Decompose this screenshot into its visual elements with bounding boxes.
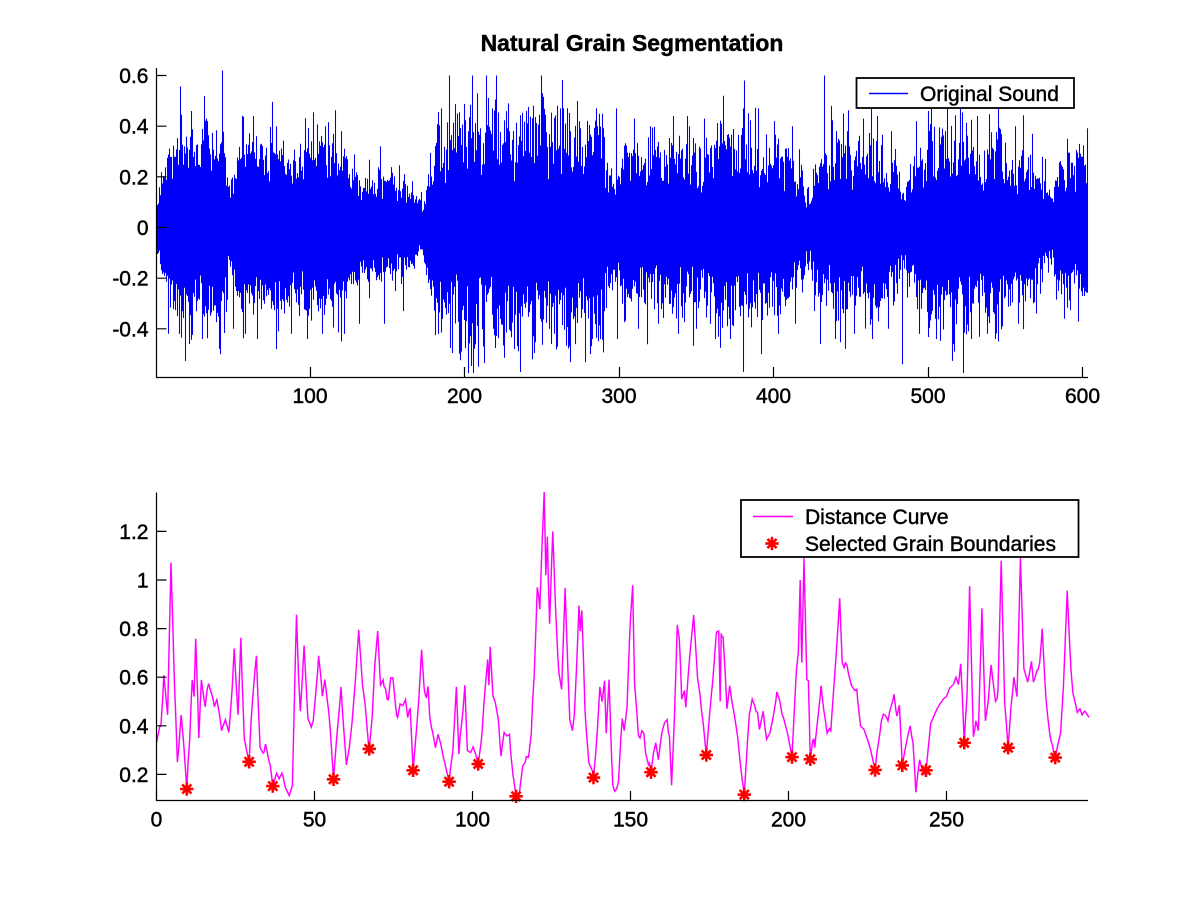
svg-text:Natural Grain Segmentation: Natural Grain Segmentation — [481, 30, 784, 56]
svg-text:250: 250 — [929, 809, 964, 832]
svg-text:0.4: 0.4 — [119, 116, 149, 139]
svg-text:150: 150 — [613, 809, 648, 832]
svg-text:200: 200 — [447, 385, 482, 408]
svg-text:-0.4: -0.4 — [112, 318, 149, 341]
svg-text:50: 50 — [303, 809, 326, 832]
svg-text:0.8: 0.8 — [119, 618, 148, 641]
svg-text:0.6: 0.6 — [119, 667, 148, 690]
svg-text:200: 200 — [771, 809, 806, 832]
svg-text:0.2: 0.2 — [119, 166, 148, 189]
svg-text:1: 1 — [137, 570, 149, 593]
svg-text:0.2: 0.2 — [119, 764, 148, 787]
svg-text:Original Sound: Original Sound — [920, 83, 1059, 106]
svg-text:100: 100 — [455, 809, 490, 832]
svg-text:600: 600 — [1065, 385, 1100, 408]
svg-text:-0.2: -0.2 — [112, 268, 148, 291]
svg-text:0.6: 0.6 — [119, 65, 148, 88]
svg-text:1.2: 1.2 — [119, 521, 148, 544]
svg-text:0: 0 — [137, 217, 149, 240]
svg-text:0: 0 — [151, 809, 163, 832]
svg-text:400: 400 — [756, 385, 791, 408]
svg-text:500: 500 — [910, 385, 945, 408]
svg-text:Distance Curve: Distance Curve — [805, 506, 949, 529]
svg-text:100: 100 — [292, 385, 327, 408]
svg-text:300: 300 — [601, 385, 636, 408]
svg-text:0.4: 0.4 — [119, 715, 149, 738]
svg-text:Selected Grain Boundaries: Selected Grain Boundaries — [805, 533, 1056, 556]
